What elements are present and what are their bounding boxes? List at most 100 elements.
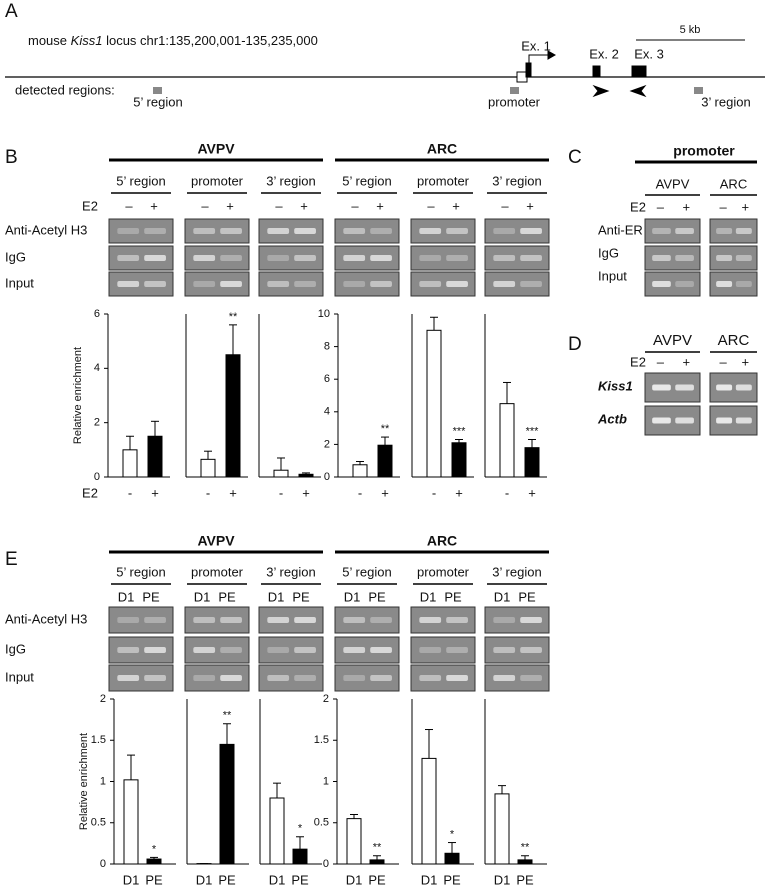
bar (377, 444, 393, 478)
region-label: 3’ region (701, 94, 750, 109)
x-tick-label: D1 (269, 872, 286, 886)
gel-band (267, 281, 290, 287)
gel (410, 636, 476, 664)
bar (298, 473, 314, 478)
gel-band (144, 617, 166, 623)
bar (444, 852, 460, 865)
region-label: 5’ region (116, 564, 165, 579)
region-label: 3’ region (266, 173, 315, 188)
lane-label: + (376, 198, 384, 213)
gel-band (370, 281, 392, 287)
gel-band (144, 647, 166, 653)
gel-band (294, 647, 316, 653)
region-label: promoter (191, 173, 244, 188)
bar (122, 449, 138, 478)
panel-label: C (568, 147, 582, 168)
x-tick-label: + (151, 485, 159, 500)
lane-label: – (720, 199, 728, 214)
row-label: IgG (5, 641, 26, 656)
region-label: 3’ region (492, 564, 541, 579)
region-label: 5’ region (342, 564, 391, 579)
significance: *** (526, 425, 540, 437)
group-title: promoter (673, 143, 735, 159)
y-tick-label: 1 (100, 775, 106, 787)
y-tick-label: 2 (323, 693, 329, 705)
gel-band (675, 255, 694, 261)
y-tick-label: 10 (318, 308, 330, 320)
region-label: 5’ region (342, 173, 391, 188)
row-label: Input (598, 268, 627, 283)
lane-label: D1 (420, 589, 437, 604)
gel-band (652, 228, 671, 234)
x-tick-label: PE (291, 872, 309, 886)
bar (219, 743, 235, 865)
gel-band (220, 617, 242, 623)
y-tick-label: 6 (94, 308, 100, 320)
gel-band (493, 281, 516, 287)
x-tick-label: + (528, 485, 536, 500)
gel-band (735, 228, 752, 234)
y-tick-label: 0 (323, 858, 329, 870)
row-label: Anti-ER (598, 222, 643, 237)
gel-band (446, 228, 468, 234)
significance: ** (381, 423, 390, 435)
row-label: Actb (597, 411, 627, 426)
gel-band (343, 617, 366, 623)
lane-label: – (657, 199, 665, 214)
gel-band (117, 228, 140, 234)
y-tick-label: 0.5 (91, 817, 106, 829)
bar (451, 442, 467, 478)
significance: ** (229, 311, 238, 323)
gel-band (370, 617, 392, 623)
gel-band (446, 617, 468, 623)
gel-band (716, 255, 733, 261)
x-tick-label: D1 (196, 872, 213, 886)
gel-band (520, 228, 542, 234)
row-label: Anti-Acetyl H3 (5, 222, 87, 237)
gel-band (735, 255, 752, 261)
gel-band (419, 647, 442, 653)
gel-band (675, 417, 694, 424)
gel-band (144, 255, 166, 261)
gel-band (370, 255, 392, 261)
gel-band (267, 647, 290, 653)
panel-label: A (5, 1, 18, 22)
significance: * (152, 843, 157, 855)
region-label: promoter (417, 173, 470, 188)
x-tick-label: PE (145, 872, 163, 886)
lane-label: + (741, 199, 749, 214)
treatment-label: E2 (82, 198, 98, 213)
gel-band (193, 617, 216, 623)
region-label: promoter (488, 94, 541, 109)
regions-label: detected regions: (15, 82, 115, 97)
group-label: ARC (720, 176, 747, 191)
gel-band (675, 228, 694, 234)
x-tick-label: - (432, 485, 436, 500)
group-label: AVPV (656, 176, 690, 191)
bar (273, 469, 289, 478)
region-label: 5’ region (116, 173, 165, 188)
gel-band (493, 228, 516, 234)
gel-band (267, 617, 290, 623)
gel-band (675, 384, 694, 391)
x-tick-label: PE (218, 872, 236, 886)
bar (123, 779, 139, 865)
group-label: AVPV (653, 332, 692, 349)
x-tick-label: - (358, 485, 362, 500)
x-tick-label: D1 (346, 872, 363, 886)
gel-band (220, 255, 242, 261)
lane-label: – (125, 198, 133, 213)
gel-band (419, 617, 442, 623)
gel-band (117, 255, 140, 261)
exon-label: Ex. 3 (634, 46, 664, 61)
gel-band (419, 281, 442, 287)
gel-band (675, 281, 694, 287)
gel (258, 271, 324, 297)
lane-label: + (682, 199, 690, 214)
locus-title: mouse Kiss1 locus chr1:135,200,001-135,2… (28, 33, 318, 48)
gel-band (370, 228, 392, 234)
gel-band (735, 281, 752, 287)
y-tick-label: 4 (324, 406, 330, 418)
gel (334, 218, 400, 244)
lane-label: + (682, 354, 690, 369)
